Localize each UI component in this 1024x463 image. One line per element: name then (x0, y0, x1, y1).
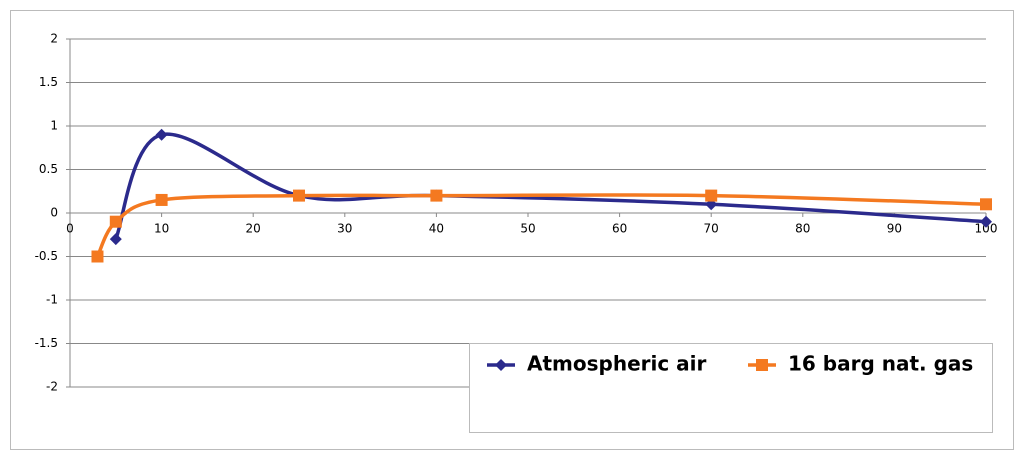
legend: Atmospheric air 16 barg nat. gas (469, 343, 993, 433)
x-tick-label: 70 (704, 222, 719, 236)
legend-marker (756, 359, 768, 371)
x-tick-label: 60 (612, 222, 627, 236)
x-tick-label: 0 (66, 222, 74, 236)
y-tick-label: 2 (50, 32, 58, 46)
x-tick-label: 20 (246, 222, 261, 236)
x-tick-label: 30 (337, 222, 352, 236)
x-tick-label: 90 (887, 222, 902, 236)
legend-label: 16 barg nat. gas (788, 352, 973, 376)
marker (155, 193, 168, 206)
marker (155, 128, 168, 141)
y-tick-label: 0.5 (39, 162, 58, 176)
legend-label: Atmospheric air (527, 352, 707, 376)
marker (980, 215, 992, 228)
y-tick-label: -1 (46, 293, 58, 307)
marker (980, 198, 992, 211)
y-tick-label: 1.5 (39, 75, 58, 89)
x-tick-label: 10 (154, 222, 169, 236)
y-tick-label: -1.5 (35, 336, 58, 350)
marker (109, 215, 122, 228)
marker (293, 189, 305, 202)
y-tick-label: -2 (46, 380, 58, 394)
y-tick-label: -0.5 (35, 249, 58, 263)
marker (91, 250, 104, 263)
marker (705, 189, 718, 202)
marker (430, 189, 443, 202)
legend-box (469, 343, 993, 433)
x-tick-label: 100 (975, 222, 998, 236)
y-tick-label: 1 (50, 119, 58, 133)
x-tick-label: 80 (795, 222, 810, 236)
series-line (95, 193, 987, 258)
marker (109, 233, 122, 246)
legend-marker (495, 359, 507, 371)
x-tick-label: 40 (429, 222, 444, 236)
y-tick-label: 0 (50, 206, 58, 220)
x-tick-label: 50 (520, 222, 535, 236)
